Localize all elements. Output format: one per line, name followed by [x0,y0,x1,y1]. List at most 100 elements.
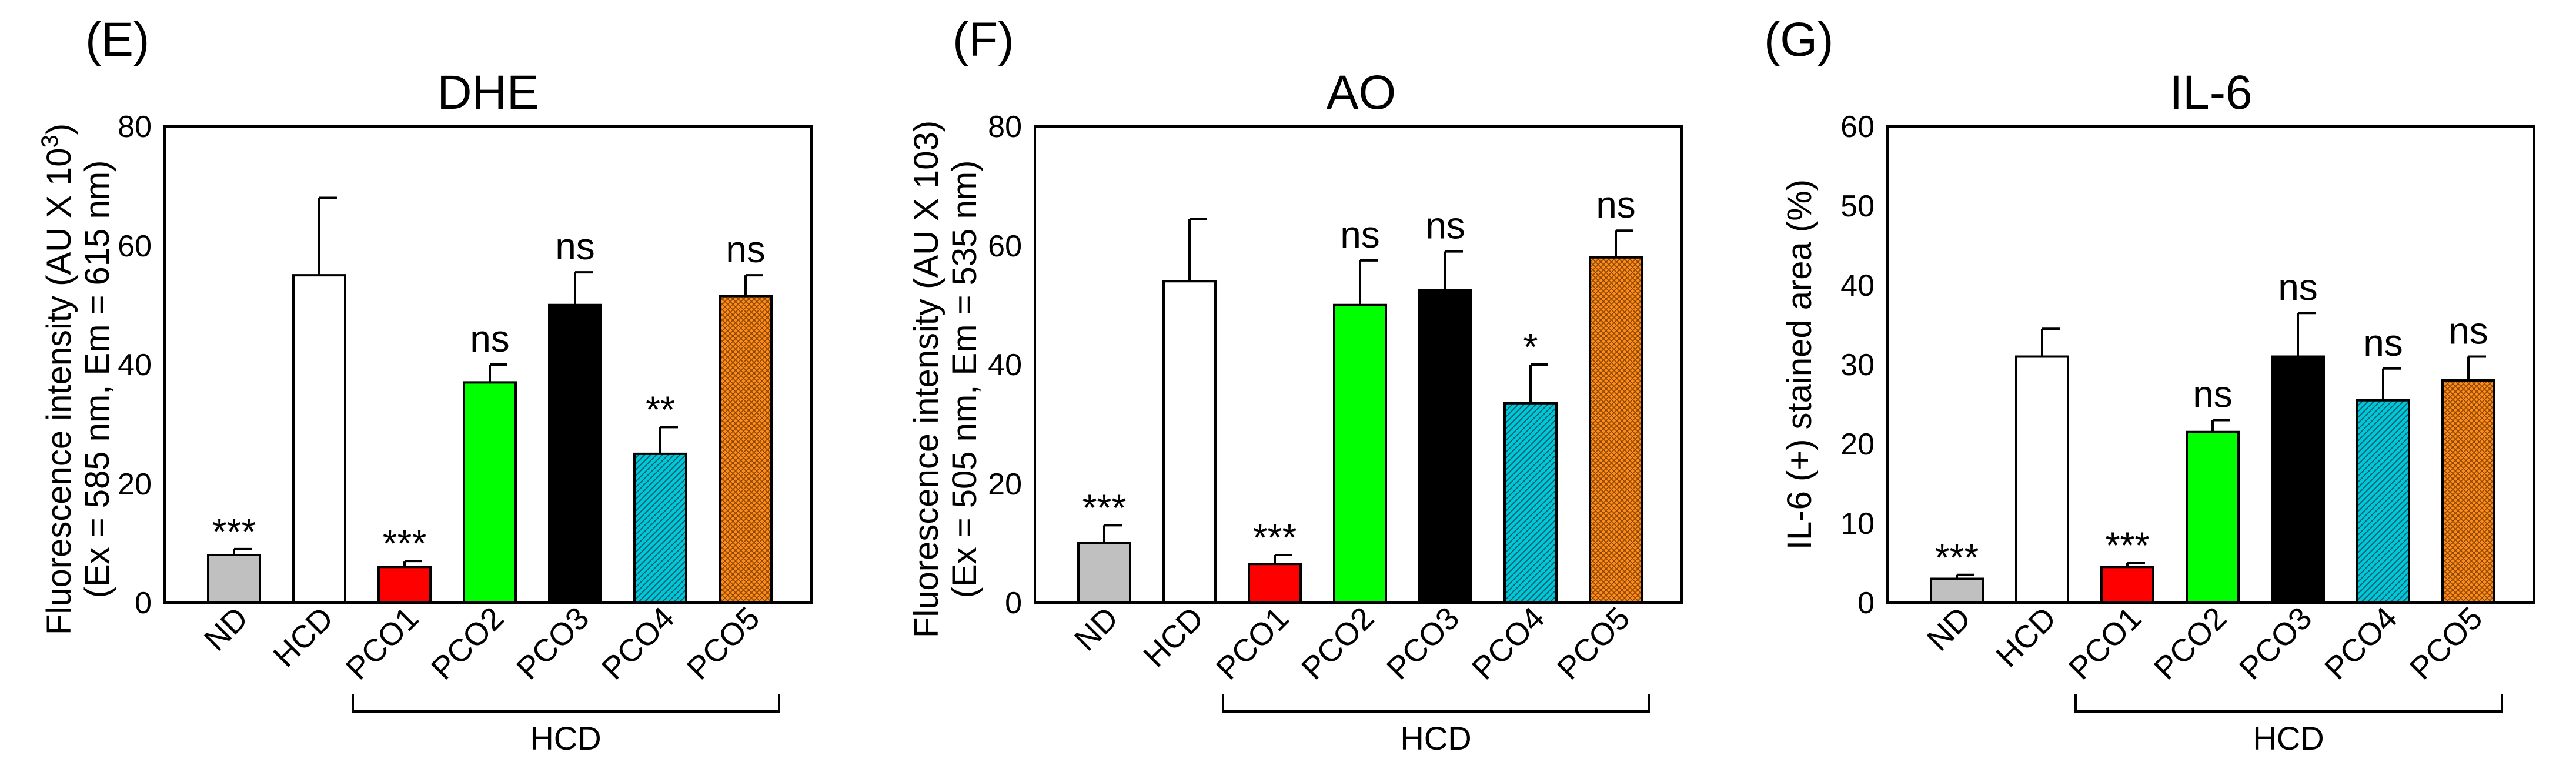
error-bar [2382,367,2401,400]
bar [1930,577,1984,604]
y-tick-label: 60 [988,229,1022,263]
bar [2186,430,2240,604]
y-axis-label-line2: (Ex = 585 nm, Em = 615 nm) [78,161,116,599]
bar [1162,280,1217,604]
significance-label: * [1523,326,1538,368]
y-tick-label: 0 [1005,586,1022,620]
bar [292,274,346,604]
error-bar [2041,327,2060,357]
y-axis-label-line2: (Ex = 505 nm, Em = 535 nm) [945,161,984,599]
x-tick-label: PCO3 [2233,600,2318,686]
group-label: HCD [1400,720,1471,757]
significance-label: ns [2193,373,2233,416]
bar [1333,303,1387,604]
bar [1077,542,1131,604]
x-tick-label: ND [1920,600,1978,658]
panel-f: (F) AO Fluorescence intensity (AU X 103)… [907,13,1683,757]
bar [2271,355,2325,604]
error-bar [489,363,507,383]
significance-label: ** [646,388,675,430]
category-labels: ND HCD PCO1 PCO2 PCO3 PCO4 PCO5 [1920,600,2490,686]
error-bar [1359,259,1378,305]
bar [1589,256,1643,604]
bar [2100,566,2154,604]
bar [377,566,432,604]
x-tick-label: PCO5 [680,600,766,686]
y-tick-label: 10 [1840,507,1875,541]
x-tick-label: PCO1 [339,600,425,686]
x-tick-label: HCD [1989,600,2063,674]
significance-label: ns [1596,183,1636,226]
x-tick-label: PCO5 [1551,600,1636,686]
error-bar [1444,250,1463,290]
x-tick-label: PCO2 [1295,600,1381,686]
y-axis-label: IL-6 (+) stained area (%) [1780,179,1819,550]
significance-label: ns [2278,266,2318,308]
x-tick-label: PCO2 [2147,600,2233,686]
chart-title: DHE [437,66,539,119]
error-bar [1188,217,1207,282]
bar [207,554,261,604]
significance-label: ns [726,228,766,270]
bar [2356,399,2410,604]
y-tick-label: 40 [1840,269,1875,303]
panel-letter: (E) [85,13,149,66]
group-bracket [352,694,780,713]
bar [1418,289,1472,604]
x-tick-label: PCO1 [2062,600,2148,686]
group-label: HCD [530,720,601,757]
y-tick-label: 40 [988,348,1022,382]
category-labels: ND HCD PCO1 PCO2 PCO3 PCO4 PCO5 [1068,600,1637,686]
group-bracket [1222,694,1650,713]
y-axis-label: Fluorescence intensity (AU X 103) [37,123,78,635]
y-axis-label: Fluorescence intensity (AU X 103) [907,121,945,638]
x-tick-label: PCO2 [425,600,510,686]
error-bar [1615,229,1633,258]
y-tick-label: 20 [1840,427,1875,462]
x-tick-label: HCD [1137,600,1210,674]
significance-label: ns [2448,310,2488,352]
panel-letter: (G) [1764,13,1833,66]
y-tick-label: 20 [118,467,152,502]
y-tick-label: 20 [988,467,1022,502]
significance-label: ns [555,225,595,268]
significance-label: *** [1082,486,1127,529]
bar [548,303,602,604]
y-tick-label: 80 [118,110,152,144]
y-tick-label: 40 [118,348,152,382]
y-tick-label: 0 [1857,586,1875,620]
significance-label: *** [1253,516,1297,559]
error-bar [2297,312,2316,357]
x-tick-label: PCO4 [2318,600,2404,686]
error-bar [1274,554,1292,564]
y-tick-label: 50 [1840,189,1875,223]
y-tick-label: 60 [1840,110,1875,144]
x-tick-label: PCO4 [1465,600,1551,686]
y-tick-label: 30 [1840,348,1875,382]
significance-label: ns [2363,322,2403,364]
y-axis: 0 20 40 60 80 [988,110,1022,620]
x-tick-label: ND [1068,600,1125,658]
error-bar [574,271,593,305]
bars: *** *** ns ns ** ns [207,196,773,604]
x-tick-label: PCO5 [2403,600,2489,686]
panel-e: (E) DHE Fluorescence intensity (AU X 103… [37,13,813,757]
error-bar [1103,524,1122,543]
bar [719,295,773,604]
error-bar [2467,355,2486,380]
x-tick-label: PCO3 [1380,600,1466,686]
panel-letter: (F) [953,13,1014,66]
significance-label: ns [1340,213,1380,256]
significance-label: *** [1935,536,1979,579]
bars: *** *** ns ns ns ns [1930,266,2495,604]
error-bar [1529,363,1548,403]
y-axis: 0 10 20 30 40 50 60 [1840,110,1875,620]
significance-label: *** [383,522,427,564]
x-tick-label: ND [198,600,255,658]
error-bar [318,196,337,276]
bar [1248,563,1302,604]
bars: *** *** ns ns * ns [1077,183,1643,604]
y-tick-label: 0 [135,586,152,620]
error-bar [659,426,678,454]
group-bracket [2074,694,2503,713]
